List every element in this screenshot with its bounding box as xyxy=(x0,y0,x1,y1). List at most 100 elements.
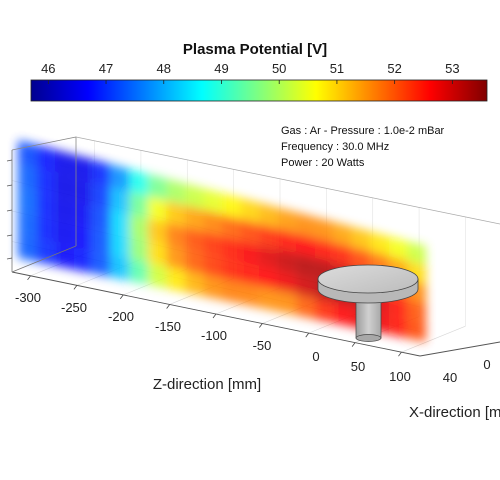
heatmap-cell xyxy=(73,223,93,251)
heatmap-cell xyxy=(55,196,74,224)
heatmap-cell xyxy=(240,197,260,224)
heatmap-cell xyxy=(222,193,241,219)
colorbar-tick-label: 48 xyxy=(157,61,171,76)
heatmap-cell xyxy=(222,257,241,283)
heatmap-cell xyxy=(296,232,315,258)
heatmap-cell xyxy=(147,173,167,201)
heatmap-cell xyxy=(92,182,111,210)
heatmap-cell xyxy=(110,254,130,281)
colorbar-tick-label: 53 xyxy=(445,61,459,76)
heatmap-cell xyxy=(36,168,56,196)
heatmap-cell xyxy=(277,269,297,295)
annotation-power: Power : 20 Watts xyxy=(281,157,365,169)
vertical-tick-mark xyxy=(6,257,13,260)
heatmap-cell xyxy=(110,231,130,259)
axis-ticks xyxy=(6,159,402,357)
heatmap-cell xyxy=(55,219,74,247)
heatmap-cell xyxy=(18,187,37,215)
z-tick-mark xyxy=(305,332,310,338)
heatmap-cell xyxy=(203,209,222,236)
heatmap-cell xyxy=(388,236,408,261)
colorbar-title: Plasma Potential [V] xyxy=(183,41,327,58)
colorbar-tick-label: 52 xyxy=(387,61,401,76)
heatmap-cell xyxy=(222,278,241,304)
heatmap-cell xyxy=(277,249,297,275)
heatmap-cell xyxy=(277,207,297,233)
z-tick-label: 50 xyxy=(351,359,365,374)
z-tick-mark xyxy=(212,313,217,319)
heatmap-cell xyxy=(222,214,241,241)
heatmap-cell xyxy=(18,140,37,169)
heatmap-cell xyxy=(370,231,389,256)
heatmap-cell xyxy=(166,222,185,249)
x-tick-label: 40 xyxy=(443,370,457,385)
heatmap-cell xyxy=(73,200,93,228)
colorbar-tick-label: 46 xyxy=(41,61,55,76)
run-annotations: Gas : Ar - Pressure : 1.0e-2 mBar Freque… xyxy=(281,125,445,169)
heatmap-cell xyxy=(55,149,74,178)
heatmap-cell xyxy=(129,168,148,196)
plot-box xyxy=(6,136,500,357)
x-axis-label: X-direction [m xyxy=(409,404,500,421)
colorbar-tick-label: 51 xyxy=(330,61,344,76)
z-tick-mark xyxy=(351,342,356,347)
heatmap-cell xyxy=(110,186,130,214)
z-tick-label: -50 xyxy=(253,338,272,353)
heatmap-cell xyxy=(296,274,315,299)
z-tick-mark xyxy=(27,275,31,281)
heatmap-cell xyxy=(55,242,74,270)
heatmap-cell xyxy=(129,213,148,241)
z-tick-label: -100 xyxy=(201,328,227,343)
annotation-frequency: Frequency : 30.0 MHz xyxy=(281,141,389,153)
substrate-holder xyxy=(317,264,419,342)
heatmap-cell xyxy=(259,223,278,250)
heatmap-cell xyxy=(129,191,148,219)
heatmap-cell xyxy=(240,261,260,287)
colorbar: 46 47 48 49 50 51 52 53 xyxy=(30,61,488,102)
z-tick-mark xyxy=(166,304,170,309)
heatmap-cell xyxy=(222,235,241,262)
heatmap-cell xyxy=(388,314,408,339)
heatmap-cell xyxy=(73,246,93,274)
grid-line xyxy=(401,325,466,353)
z-tick-mark xyxy=(259,323,263,328)
heatmap-cell xyxy=(296,212,315,238)
vertical-tick-mark xyxy=(6,209,13,212)
heatmap-cell xyxy=(259,286,278,312)
heatmap-cell xyxy=(240,219,260,245)
z-tick-mark xyxy=(398,351,402,357)
heatmap-cell xyxy=(333,221,352,247)
x-tick-label: 0 xyxy=(483,357,490,372)
heatmap-cell xyxy=(166,244,185,271)
heatmap-cell xyxy=(147,240,167,267)
heatmap-cell xyxy=(129,258,148,285)
colorbar-gradient xyxy=(30,79,488,102)
heatmap-cell xyxy=(18,234,37,262)
heatmap-cell xyxy=(203,231,222,258)
heatmap-cell xyxy=(184,183,204,210)
heatmap-cell xyxy=(259,265,278,291)
heatmap-cell xyxy=(296,253,315,279)
z-tick-label: -200 xyxy=(108,309,134,324)
heatmap-cell xyxy=(333,242,352,267)
heatmap-cell xyxy=(110,164,130,192)
heatmap-cell xyxy=(166,200,185,227)
heatmap-cell xyxy=(314,217,334,243)
z-tick-labels: -300 -250 -200 -150 -100 -50 0 50 100 xyxy=(15,290,411,384)
heatmap-cell xyxy=(110,209,130,237)
heatmap-cell xyxy=(92,204,111,232)
heatmap-cell xyxy=(407,318,426,342)
holder-disk-top xyxy=(317,264,419,294)
heatmap-cell xyxy=(184,248,204,275)
colorbar-tick-label: 50 xyxy=(272,61,286,76)
z-tick-label: -300 xyxy=(15,290,41,305)
z-tick-label: 100 xyxy=(389,369,411,384)
heatmap-cell xyxy=(184,205,204,232)
heatmap-cell xyxy=(259,244,278,270)
heatmap-cell xyxy=(18,210,37,239)
vertical-tick-mark xyxy=(6,184,13,187)
heatmap-cell xyxy=(184,270,204,297)
heatmap-cell xyxy=(259,202,278,229)
heatmap-cell xyxy=(240,282,260,308)
